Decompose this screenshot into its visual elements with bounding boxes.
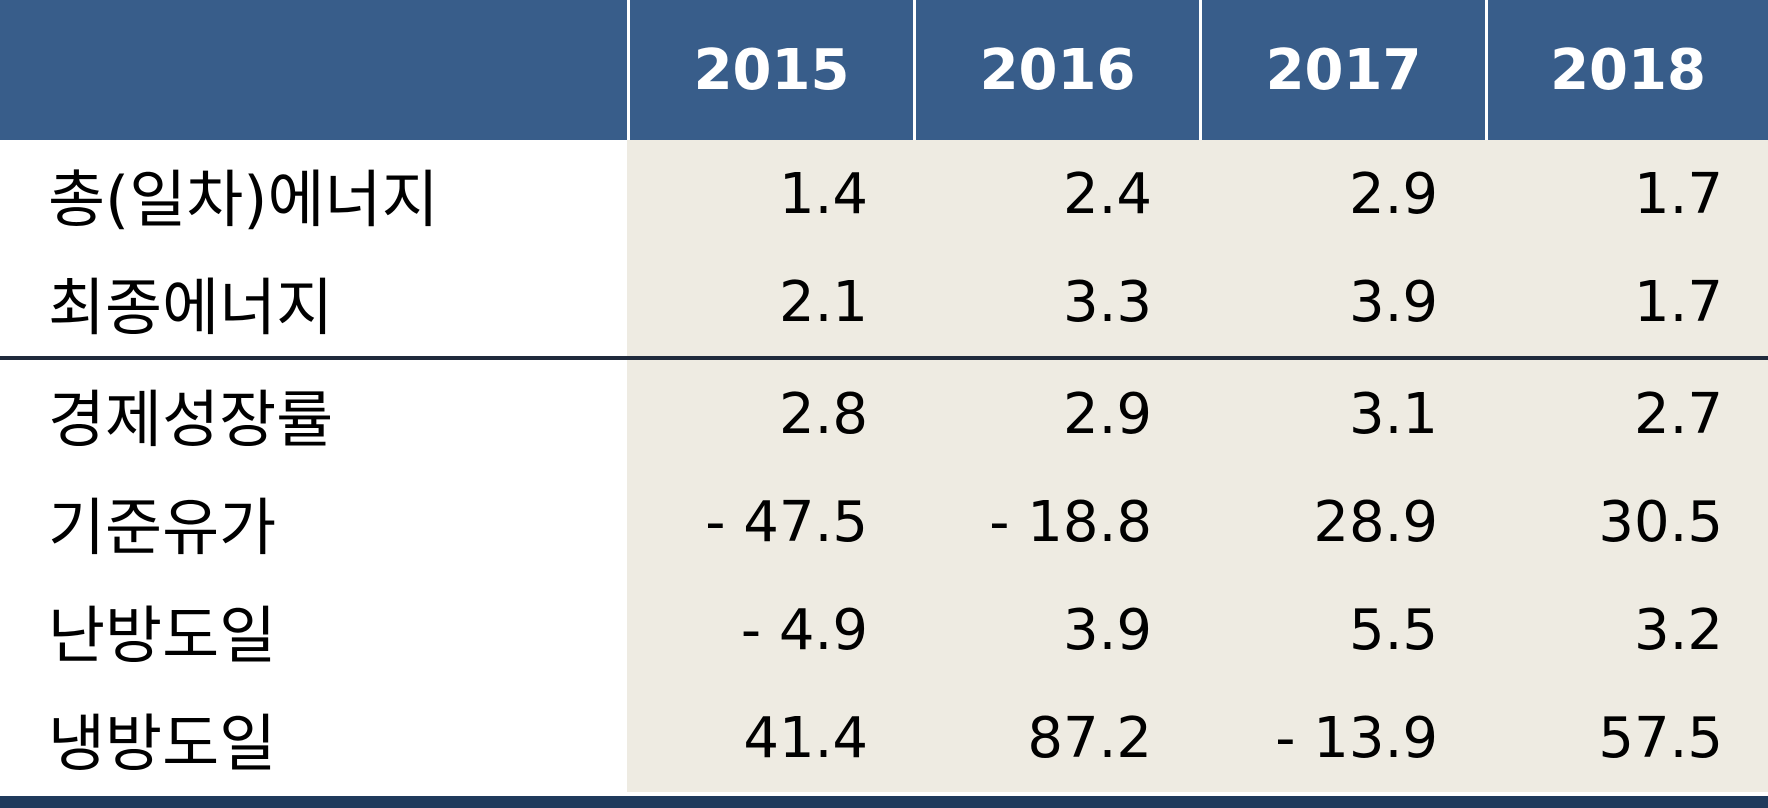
cell-value: 3.2 bbox=[1633, 597, 1723, 663]
table-row: 기준유가 - 47.5 - 18.8 28.9 30.5 bbox=[0, 468, 1768, 576]
cell-value: 1.4 bbox=[778, 161, 868, 227]
row-label: 기준유가 bbox=[0, 468, 627, 576]
cell-value: 5.5 bbox=[1348, 597, 1438, 663]
cell-value: 30.5 bbox=[1598, 489, 1723, 555]
row-values: - 47.5 - 18.8 28.9 30.5 bbox=[627, 468, 1768, 576]
row-values: 41.4 87.2 - 13.9 57.5 bbox=[627, 684, 1768, 792]
row-label: 냉방도일 bbox=[0, 684, 627, 792]
cell-value: 41.4 bbox=[743, 705, 868, 771]
cell-value: 87.2 bbox=[1027, 705, 1152, 771]
cell-value: 2.7 bbox=[1633, 381, 1723, 447]
cell-value: - 13.9 bbox=[1275, 705, 1438, 771]
cell-value: 3.9 bbox=[1348, 269, 1438, 335]
cell-value: - 47.5 bbox=[705, 489, 868, 555]
table-row: 최종에너지 2.1 3.3 3.9 1.7 bbox=[0, 248, 1768, 356]
cell-value: 3.3 bbox=[1062, 269, 1152, 335]
cell-value: 3.9 bbox=[1062, 597, 1152, 663]
cell-value: 2.8 bbox=[778, 381, 868, 447]
row-label: 경제성장률 bbox=[0, 360, 627, 468]
row-values: 2.8 2.9 3.1 2.7 bbox=[627, 360, 1768, 468]
header-corner-cell bbox=[0, 0, 627, 140]
cell-value: 2.1 bbox=[778, 269, 868, 335]
table-row: 난방도일 - 4.9 3.9 5.5 3.2 bbox=[0, 576, 1768, 684]
row-label: 총(일차)에너지 bbox=[0, 140, 627, 248]
row-values: 1.4 2.4 2.9 1.7 bbox=[627, 140, 1768, 248]
header-year-2015: 2015 bbox=[630, 0, 913, 140]
cell-value: 1.7 bbox=[1633, 161, 1723, 227]
section-divider bbox=[0, 356, 1768, 360]
header-year-2016: 2016 bbox=[916, 0, 1199, 140]
cell-value: 2.9 bbox=[1348, 161, 1438, 227]
cell-value: - 4.9 bbox=[740, 597, 868, 663]
cell-value: 1.7 bbox=[1633, 269, 1723, 335]
table-header: 2015 2016 2017 2018 bbox=[0, 0, 1768, 140]
cell-value: 3.1 bbox=[1348, 381, 1438, 447]
cell-value: 57.5 bbox=[1598, 705, 1723, 771]
cell-value: 2.4 bbox=[1062, 161, 1152, 227]
row-label: 난방도일 bbox=[0, 576, 627, 684]
header-year-2018: 2018 bbox=[1488, 0, 1768, 140]
row-values: - 4.9 3.9 5.5 3.2 bbox=[627, 576, 1768, 684]
header-year-2017: 2017 bbox=[1202, 0, 1485, 140]
table-bottom-rule bbox=[0, 796, 1768, 808]
cell-value: - 18.8 bbox=[989, 489, 1152, 555]
row-values: 2.1 3.3 3.9 1.7 bbox=[627, 248, 1768, 356]
table-row: 경제성장률 2.8 2.9 3.1 2.7 bbox=[0, 360, 1768, 468]
cell-value: 28.9 bbox=[1313, 489, 1438, 555]
table-row: 냉방도일 41.4 87.2 - 13.9 57.5 bbox=[0, 684, 1768, 792]
table-row: 총(일차)에너지 1.4 2.4 2.9 1.7 bbox=[0, 140, 1768, 248]
row-label: 최종에너지 bbox=[0, 248, 627, 356]
cell-value: 2.9 bbox=[1062, 381, 1152, 447]
